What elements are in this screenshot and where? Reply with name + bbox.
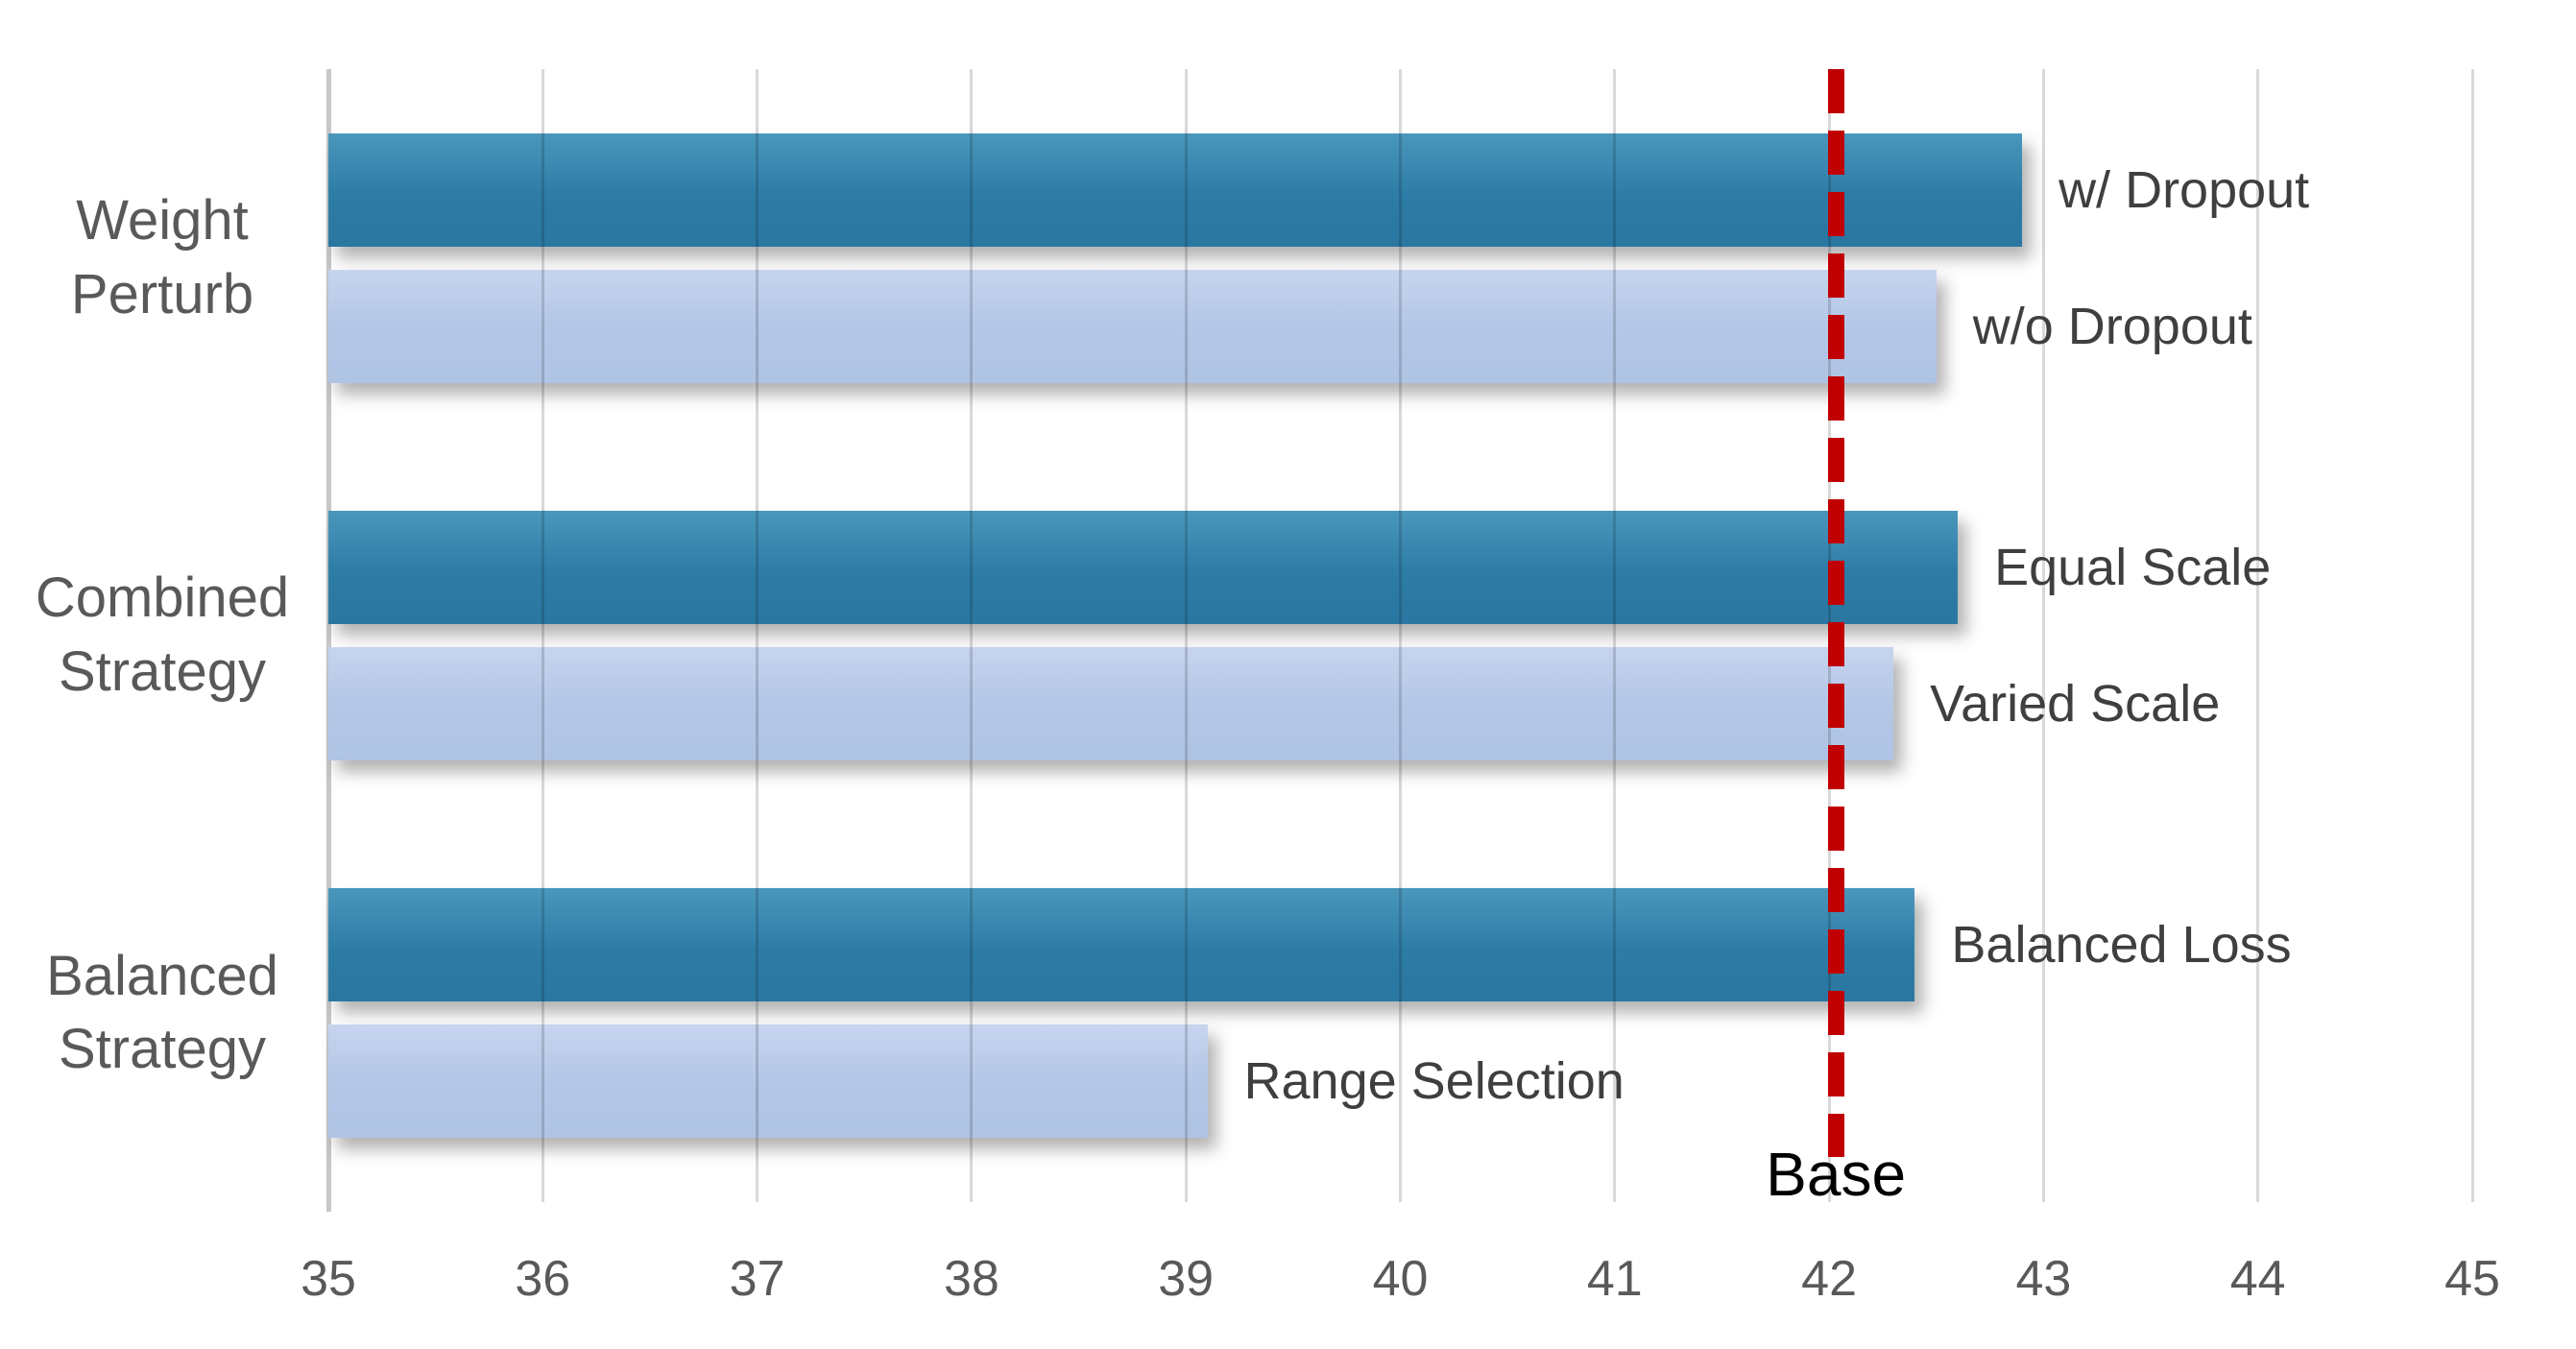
gridline-38: [970, 69, 974, 1202]
x-tick-39: 39: [1158, 1251, 1215, 1307]
bar-label-range-selection: Range Selection: [1243, 1052, 1625, 1111]
x-tick-38: 38: [943, 1251, 999, 1307]
category-label-balanced-strategy: Balanced Strategy: [46, 944, 278, 1081]
bar-label-w-o-dropout: w/o Dropout: [1972, 297, 2252, 355]
gridline-44: [2256, 69, 2260, 1202]
gridline-37: [756, 69, 759, 1202]
bar-label-w-dropout: w/ Dropout: [2058, 160, 2310, 219]
axis-line-35: [325, 69, 331, 1212]
bar-label-equal-scale: Equal Scale: [1994, 539, 2272, 596]
bar-w-dropout: [328, 132, 2023, 247]
category-label-weight-perturb: Weight Perturb: [70, 189, 254, 325]
bar-balanced-loss: [328, 888, 1915, 1002]
bar-equal-scale: [328, 511, 1959, 624]
gridline-41: [1613, 69, 1617, 1202]
x-tick-41: 41: [1586, 1251, 1643, 1307]
bar-label-balanced-loss: Balanced Loss: [1951, 916, 2292, 975]
bar-label-varied-scale: Varied Scale: [1930, 675, 2221, 733]
x-tick-45: 45: [2444, 1251, 2500, 1307]
gridline-43: [2041, 69, 2045, 1202]
gridline-45: [2470, 69, 2474, 1202]
x-tick-36: 36: [515, 1251, 571, 1307]
gridline-39: [1184, 69, 1188, 1202]
gridline-40: [1399, 69, 1402, 1202]
x-tick-44: 44: [2229, 1251, 2286, 1307]
x-tick-35: 35: [301, 1251, 356, 1307]
bar-varied-scale: [328, 647, 1894, 760]
x-tick-37: 37: [729, 1251, 785, 1307]
reference-line: [1827, 69, 1844, 1157]
x-tick-42: 42: [1801, 1251, 1858, 1307]
x-tick-43: 43: [2015, 1251, 2072, 1307]
category-label-combined-strategy: Combined Strategy: [35, 566, 290, 703]
gridline-36: [541, 69, 544, 1202]
reference-line-label: Base: [1766, 1140, 1907, 1209]
x-tick-40: 40: [1372, 1251, 1429, 1307]
bar-range-selection: [328, 1024, 1208, 1139]
bar-w-o-dropout: [328, 269, 1937, 383]
